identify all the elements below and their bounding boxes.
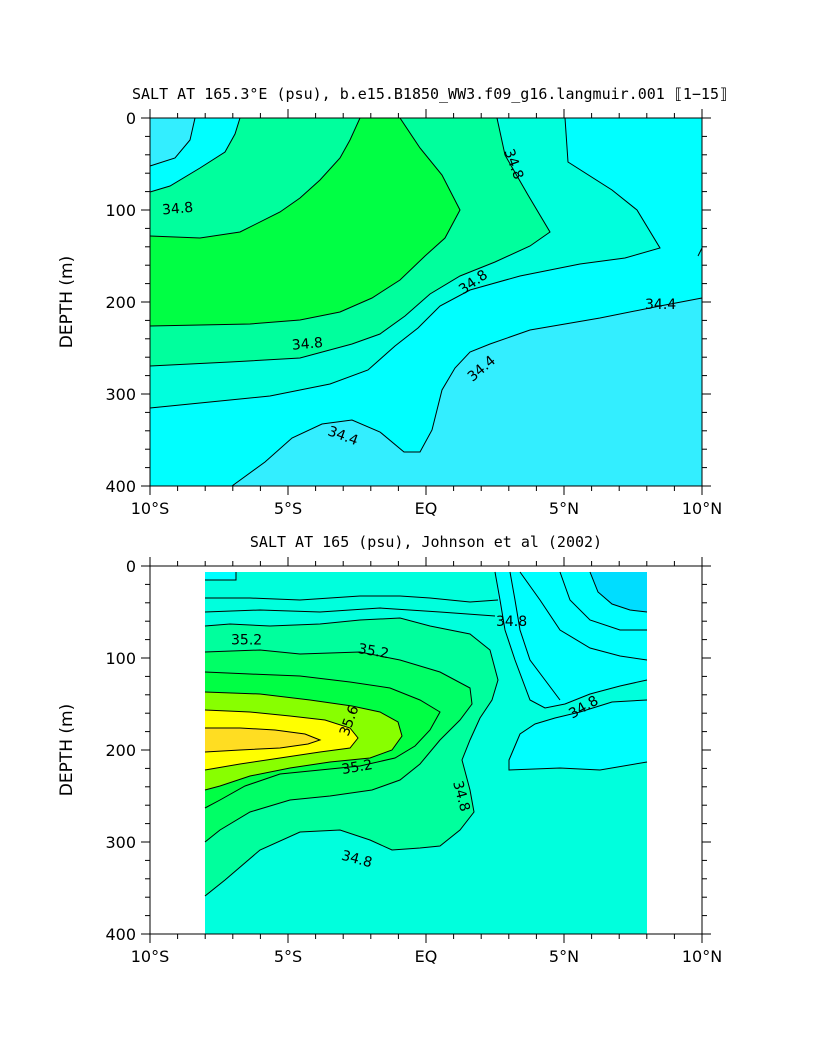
bottom-contour-label: 34.8 <box>340 848 374 872</box>
bottom-contour-label: 35.2 <box>231 633 262 649</box>
bottom-contour-label: 35.2 <box>340 757 373 778</box>
panel-model: SALT AT 165.3°E (psu), b.e15.B1850_WW3.f… <box>57 85 728 518</box>
panel-observed: SALT AT 165 (psu), Johnson et al (2002) <box>57 533 722 966</box>
bottom-x-tick-label: 5°S <box>274 947 302 966</box>
bottom-title: SALT AT 165 (psu), Johnson et al (2002) <box>250 533 602 551</box>
bottom-fill-top-right-dark <box>590 572 647 612</box>
bottom-y-tick-label: 100 <box>105 649 136 668</box>
top-y-tick-label: 200 <box>105 293 136 312</box>
bottom-fill-upper-right <box>495 572 647 708</box>
top-y-tick-label: 400 <box>105 477 136 496</box>
bottom-y-tick-label: 400 <box>105 925 136 944</box>
bottom-plot-area <box>149 565 703 935</box>
top-title: SALT AT 165.3°E (psu), b.e15.B1850_WW3.f… <box>132 85 728 103</box>
top-fill-35-0 <box>150 118 460 326</box>
bottom-fill-right-tongue <box>509 700 647 770</box>
top-y-tick-label: 100 <box>105 201 136 220</box>
bottom-axes: 10°S 5°S EQ 5°N 10°N 0 100 200 300 400 <box>105 557 722 966</box>
bottom-ylabel: DEPTH (m) <box>57 704 77 796</box>
bottom-contours <box>204 571 648 897</box>
bottom-x-tick-label: 5°N <box>549 947 579 966</box>
top-x-tick-label: EQ <box>415 499 438 518</box>
bottom-contour-label: 35.2 <box>357 641 390 662</box>
top-contour-label: 34.8 <box>291 335 323 354</box>
bottom-y-tick-label: 0 <box>126 557 136 576</box>
top-axes: 10°S 5°S EQ 5°N 10°N 0 100 200 300 400 <box>105 109 722 518</box>
top-x-tick-label: 10°N <box>682 499 722 518</box>
bottom-contour-labels: 35.235.235.635.234.834.834.834.8 <box>231 614 601 871</box>
top-y-tick-label: 300 <box>105 385 136 404</box>
top-contour-label: 34.4 <box>645 297 676 313</box>
bottom-x-tick-label: 10°S <box>131 947 170 966</box>
top-fill-corner <box>150 118 195 166</box>
top-y-tick-label: 0 <box>126 109 136 128</box>
top-ylabel: DEPTH (m) <box>57 256 77 348</box>
top-x-tick-label: 5°N <box>549 499 579 518</box>
top-x-tick-label: 10°S <box>131 499 170 518</box>
top-contour-label: 34.8 <box>161 200 193 219</box>
top-plot-area <box>149 117 703 487</box>
bottom-x-tick-label: EQ <box>415 947 438 966</box>
top-x-tick-label: 5°S <box>274 499 302 518</box>
bottom-x-tick-label: 10°N <box>682 947 722 966</box>
bottom-fill-top-left <box>205 572 236 580</box>
bottom-y-tick-label: 300 <box>105 833 136 852</box>
top-contours <box>149 117 703 487</box>
bottom-contour-label: 34.8 <box>496 614 527 630</box>
bottom-contour-label: 34.8 <box>449 779 473 813</box>
bottom-y-tick-label: 200 <box>105 741 136 760</box>
